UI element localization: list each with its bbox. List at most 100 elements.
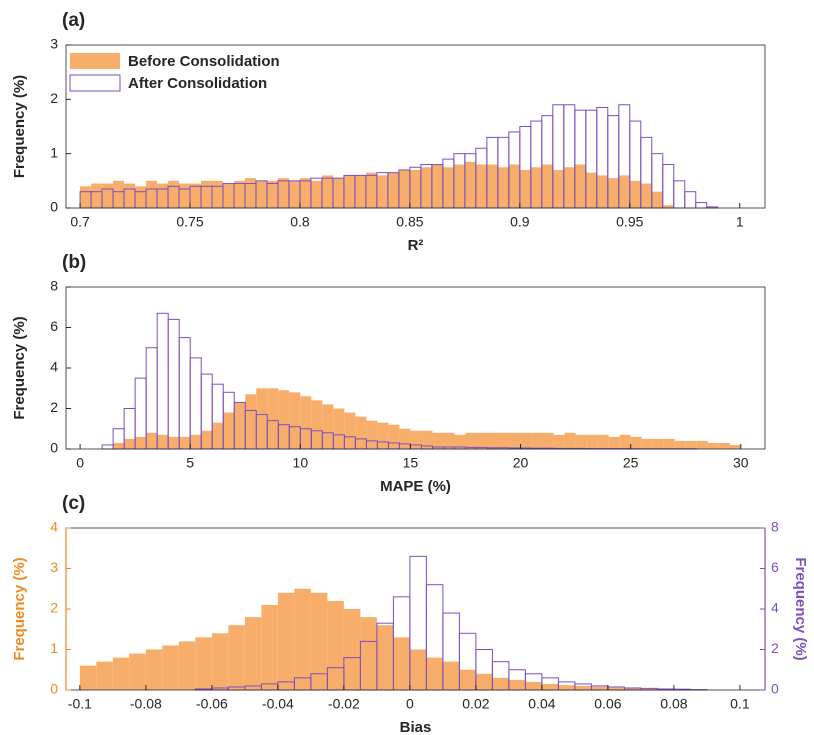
- bar: [398, 169, 410, 208]
- y-tick-label: 2: [50, 399, 58, 415]
- bar: [195, 637, 212, 690]
- bar: [222, 183, 234, 208]
- bar: [585, 172, 597, 208]
- bar: [729, 444, 741, 449]
- bar: [376, 175, 388, 208]
- x-tick-label: -0.02: [328, 696, 360, 712]
- bar: [146, 180, 158, 208]
- bar: [475, 164, 487, 208]
- bar: [360, 617, 377, 690]
- bar: [696, 440, 708, 449]
- bar: [377, 422, 389, 449]
- y-tick-label: 6: [50, 318, 58, 334]
- bar: [508, 164, 520, 208]
- bar: [492, 677, 509, 690]
- bar: [629, 180, 641, 208]
- bar: [278, 390, 290, 449]
- x-tick-label: 0: [76, 455, 84, 471]
- bar: [618, 175, 630, 208]
- axes-box: [65, 44, 766, 209]
- bar: [432, 432, 444, 449]
- bar: [321, 175, 333, 208]
- bar: [156, 312, 169, 450]
- bar: [255, 180, 267, 208]
- x-tick-label: 30: [733, 455, 749, 471]
- bar: [624, 688, 641, 690]
- bar: [212, 422, 224, 449]
- bar: [630, 436, 642, 449]
- bar: [277, 592, 295, 690]
- bar: [256, 388, 268, 449]
- bar: [277, 178, 289, 208]
- bar: [234, 402, 246, 449]
- bar: [552, 169, 564, 208]
- bar: [443, 432, 455, 449]
- bar: [387, 172, 399, 208]
- bar: [113, 442, 125, 449]
- bar: [289, 392, 301, 449]
- bar: [459, 669, 476, 690]
- bar: [574, 685, 592, 690]
- bar: [607, 687, 625, 690]
- x-tick-label: -0.04: [262, 696, 294, 712]
- y-tick-label: 2: [50, 600, 58, 616]
- bar: [261, 604, 278, 690]
- bar: [640, 688, 658, 690]
- x-tick-label: 20: [513, 455, 529, 471]
- bar: [453, 164, 465, 208]
- bar: [266, 180, 278, 208]
- bar: [201, 180, 213, 208]
- bar: [167, 318, 180, 450]
- x-axis-label: R²: [408, 237, 424, 254]
- x-tick-label: 0.04: [528, 696, 555, 712]
- bar: [244, 617, 262, 690]
- y2-tick-label: 8: [771, 519, 779, 535]
- y-axis-label: Frequency (%): [11, 75, 28, 178]
- bar: [355, 416, 367, 449]
- bar: [124, 438, 136, 449]
- y-tick-label: 3: [50, 559, 58, 575]
- bar: [684, 191, 697, 209]
- bar: [201, 430, 213, 449]
- bar: [288, 180, 300, 208]
- x-tick-label: 5: [186, 455, 194, 471]
- bar: [497, 167, 509, 208]
- bar: [542, 432, 554, 449]
- y-axis-label: Frequency (%): [11, 316, 28, 419]
- bar: [563, 167, 575, 208]
- y2-tick-label: 0: [771, 681, 779, 697]
- bar: [695, 202, 708, 209]
- bar: [300, 396, 312, 449]
- x-tick-label: 0.08: [660, 696, 687, 712]
- bar: [410, 430, 422, 449]
- y-tick-label: 4: [50, 359, 58, 375]
- bar: [541, 164, 553, 208]
- bar: [112, 657, 130, 690]
- bar: [135, 186, 147, 208]
- bar: [454, 434, 466, 449]
- y-tick-label: 0: [50, 440, 58, 456]
- bar: [101, 444, 114, 450]
- bar: [530, 167, 542, 208]
- x-tick-label: -0.1: [68, 696, 92, 712]
- bar: [311, 400, 323, 449]
- bar: [520, 432, 532, 449]
- legend-label: After Consolidation: [128, 75, 267, 92]
- bar: [157, 183, 169, 208]
- bar: [135, 436, 147, 449]
- bar: [228, 625, 245, 690]
- x-axis-label: Bias: [400, 719, 432, 735]
- bar: [343, 609, 361, 690]
- bar: [168, 436, 180, 449]
- bar: [344, 412, 356, 449]
- bar: [509, 432, 521, 449]
- y2-tick-label: 2: [771, 640, 779, 656]
- bar: [553, 434, 565, 449]
- y-tick-label: 1: [50, 640, 58, 656]
- legend-label: Before Consolidation: [128, 53, 280, 70]
- bar: [376, 625, 394, 690]
- bar: [327, 600, 344, 690]
- x-tick-label: 0.9: [510, 214, 530, 230]
- bar: [178, 641, 196, 690]
- bar: [525, 681, 542, 690]
